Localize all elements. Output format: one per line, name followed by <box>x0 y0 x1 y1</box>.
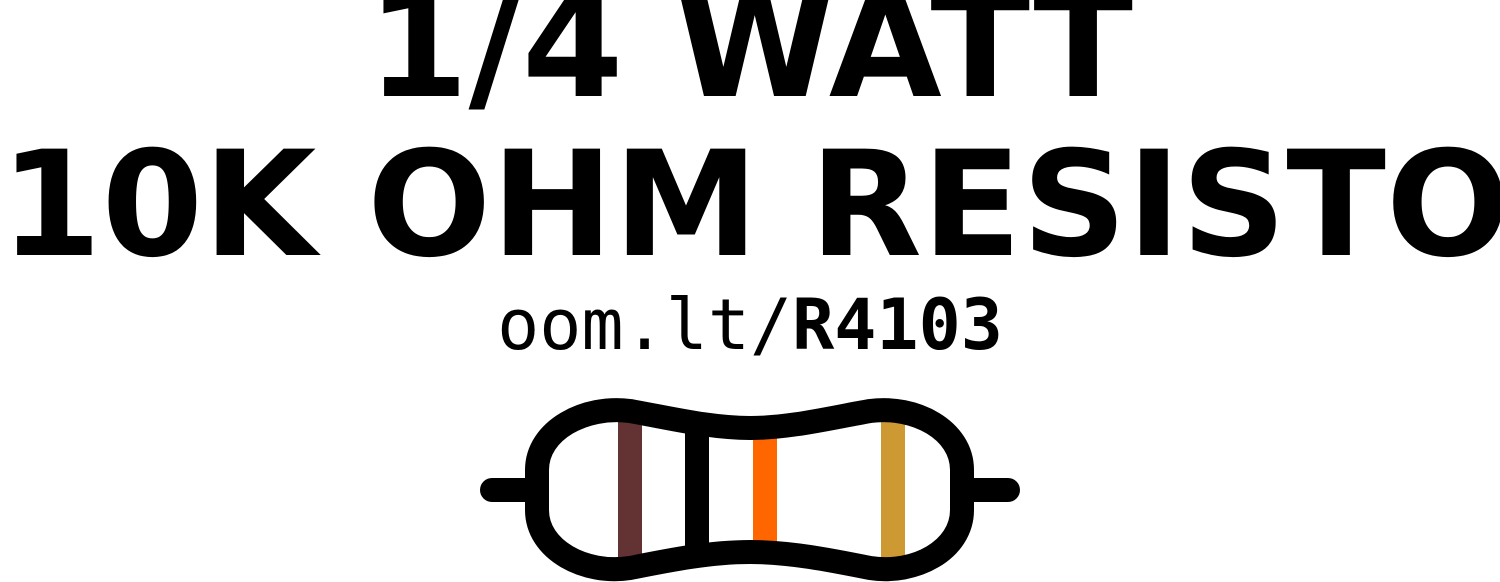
resistor-body-outline <box>525 398 974 582</box>
title-line-2: 10K OHM RESISTOR <box>0 120 1500 290</box>
title-line-1: 1/4 WATT <box>366 0 1133 131</box>
band-orange <box>753 434 777 544</box>
band-black <box>685 430 709 548</box>
url-prefix: oom.lt/ <box>497 284 793 366</box>
resistor-icon <box>480 398 1020 582</box>
product-url[interactable]: oom.lt/R4103 <box>0 290 1500 360</box>
url-code: R4103 <box>792 284 1003 366</box>
band-brown <box>618 418 642 560</box>
band-gold <box>881 418 905 560</box>
